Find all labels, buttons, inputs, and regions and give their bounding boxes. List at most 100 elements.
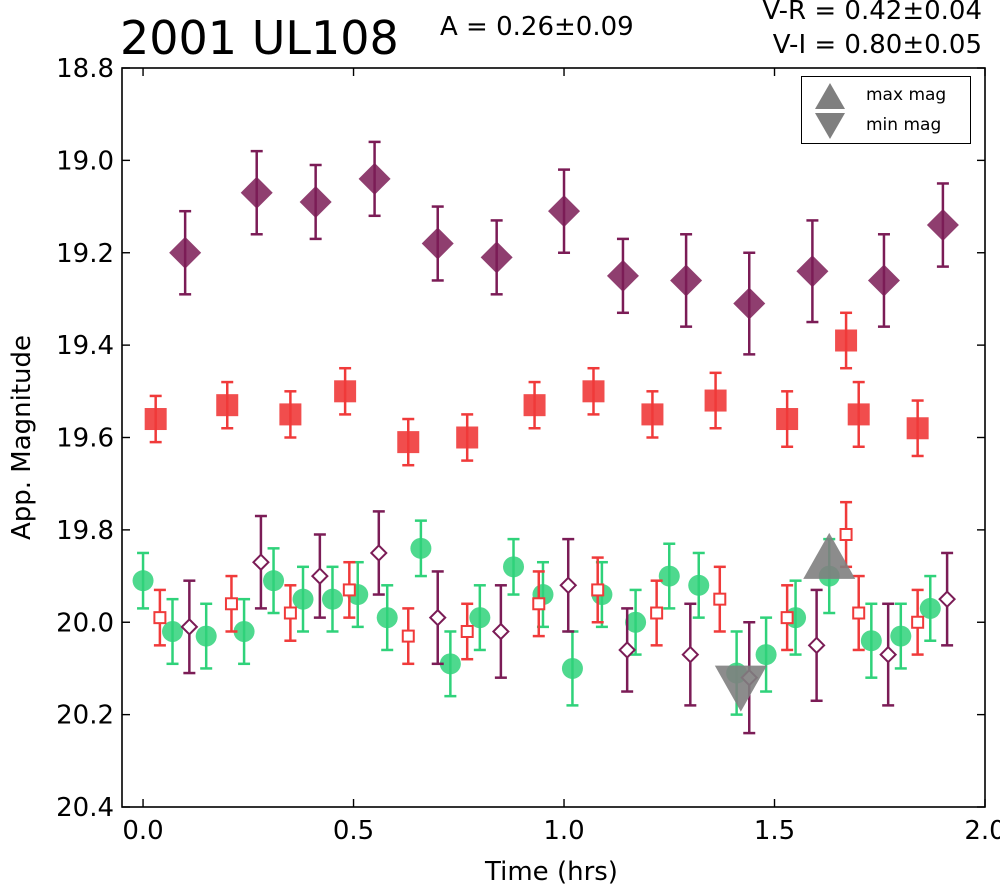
data-point-diamond <box>796 255 829 288</box>
data-point-open-diamond <box>428 608 447 627</box>
data-point-circle <box>321 588 343 610</box>
data-point-circle <box>625 611 647 633</box>
data-point-circle <box>860 630 882 652</box>
y-tick-label: 20.2 <box>56 701 114 731</box>
data-point-square <box>216 394 239 417</box>
data-point-circle <box>439 653 461 675</box>
data-point-circle <box>292 588 314 610</box>
data-point-circle <box>132 570 154 592</box>
data-point-open-diamond <box>807 636 826 655</box>
data-point-square <box>847 403 870 426</box>
x-axis-label: Time (hrs) <box>484 857 618 887</box>
data-point-circle <box>263 570 285 592</box>
min-mag-marker <box>714 665 767 712</box>
data-point-open-square <box>852 606 866 620</box>
x-tick-label: 1.0 <box>543 816 584 846</box>
data-point-square <box>334 380 357 403</box>
data-point-square <box>456 426 479 449</box>
data-point-open-diamond <box>618 641 637 659</box>
data-point-circle <box>658 565 680 587</box>
y-tick-label: 19.2 <box>56 239 114 269</box>
y-tick-label: 19.8 <box>56 516 114 546</box>
data-point-open-square <box>224 597 238 611</box>
data-point-diamond <box>670 264 703 297</box>
legend-item-max: max mag <box>802 81 970 111</box>
data-point-open-square <box>401 629 415 643</box>
data-point-open-square <box>460 624 474 638</box>
data-point-open-diamond <box>491 622 510 641</box>
data-point-open-diamond <box>180 617 199 636</box>
down-triangle-icon <box>815 113 845 139</box>
data-point-square <box>279 403 302 426</box>
data-point-open-diamond <box>938 590 957 609</box>
data-point-diamond <box>733 287 766 320</box>
y-tick-label: 19.6 <box>56 424 114 454</box>
data-point-square <box>835 329 858 352</box>
data-point-circle <box>919 597 941 619</box>
data-point-square <box>582 380 605 403</box>
data-point-open-diamond <box>681 645 700 664</box>
data-point-open-diamond <box>369 544 388 562</box>
x-tick-label: 1.5 <box>754 816 795 846</box>
amplitude-label: A = 0.26±0.09 <box>440 12 634 42</box>
data-point-open-square <box>532 597 546 611</box>
data-point-diamond <box>169 236 202 269</box>
data-point-open-square <box>342 583 356 597</box>
legend-label-min: min mag <box>866 115 942 135</box>
data-point-square <box>906 417 929 440</box>
data-point-circle <box>755 644 777 666</box>
data-point-circle <box>162 620 184 642</box>
data-point-open-square <box>839 527 853 541</box>
data-point-square <box>397 431 420 454</box>
data-point-diamond <box>606 259 639 292</box>
y-tick-label: 19.4 <box>56 331 114 361</box>
y-axis-label: App. Magnitude <box>7 335 37 540</box>
data-point-circle <box>688 574 710 596</box>
data-point-square <box>641 403 664 426</box>
data-point-open-square <box>780 611 794 625</box>
data-point-square <box>144 408 167 431</box>
legend-label-max: max mag <box>866 85 947 105</box>
data-point-open-square <box>283 606 297 620</box>
legend-item-min: min mag <box>802 111 970 141</box>
y-tick-label: 20.0 <box>56 608 114 638</box>
data-point-circle <box>195 625 217 647</box>
up-triangle-icon <box>815 83 845 109</box>
data-point-square <box>776 408 799 431</box>
data-point-circle <box>233 620 255 642</box>
x-tick-label: 2.0 <box>964 816 1000 846</box>
data-point-diamond <box>358 162 391 195</box>
data-point-open-square <box>911 615 925 629</box>
x-tick-label: 0.0 <box>122 816 163 846</box>
data-point-circle <box>503 556 525 578</box>
data-point-open-diamond <box>879 645 898 664</box>
y-tick-label: 19.0 <box>56 146 114 176</box>
max-mag-marker <box>803 532 856 579</box>
y-tick-label: 20.4 <box>56 793 114 823</box>
data-point-diamond <box>240 176 273 209</box>
data-point-open-square <box>650 606 664 620</box>
data-point-diamond <box>867 264 900 297</box>
data-point-diamond <box>480 241 513 274</box>
data-point-open-diamond <box>559 576 578 595</box>
data-point-circle <box>890 625 912 647</box>
data-point-circle <box>469 607 491 629</box>
data-point-open-diamond <box>310 567 329 585</box>
plot-frame <box>121 67 986 808</box>
data-point-diamond <box>421 227 454 260</box>
vi-color-label: V-I = 0.80±0.05 <box>772 30 982 60</box>
data-point-circle <box>410 537 432 559</box>
y-tick-label: 18.8 <box>56 54 114 84</box>
legend: max mag min mag <box>801 76 971 144</box>
data-point-circle <box>561 657 583 679</box>
data-point-diamond <box>299 185 332 218</box>
x-tick-label: 0.5 <box>333 816 374 846</box>
object-name: 2001 UL108 <box>120 11 399 65</box>
data-point-diamond <box>548 195 581 228</box>
data-point-square <box>704 389 727 412</box>
vr-color-label: V-R = 0.42±0.04 <box>762 0 982 26</box>
data-point-diamond <box>926 209 959 242</box>
data-point-open-square <box>713 592 727 606</box>
data-point-square <box>523 394 546 417</box>
